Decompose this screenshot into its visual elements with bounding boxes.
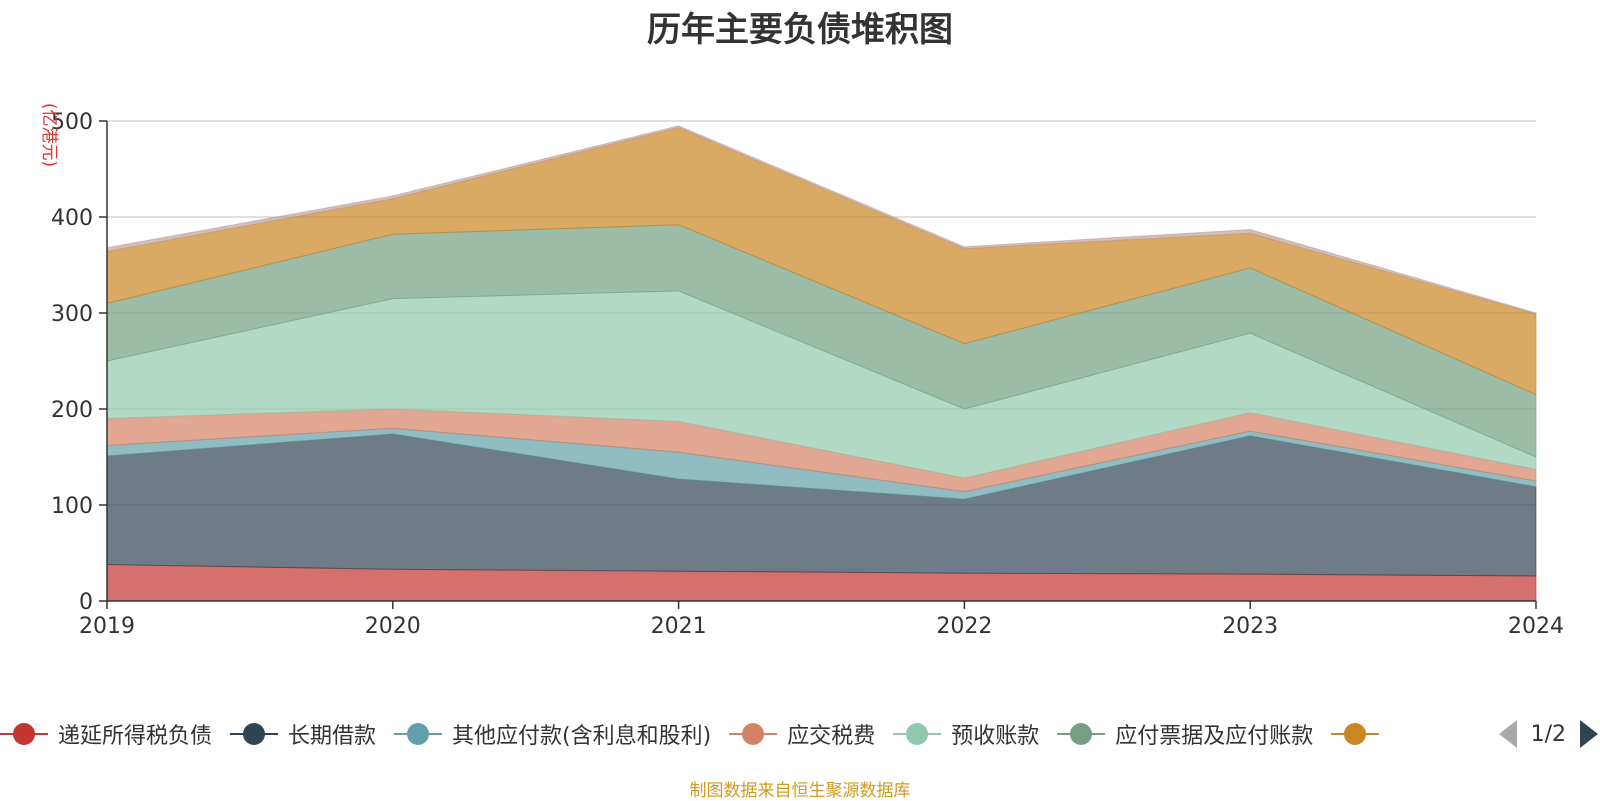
legend-label: 应交税费 (787, 724, 876, 749)
chart-title: 历年主要负债堆积图 (647, 10, 953, 50)
legend-label: 预收账款 (951, 724, 1040, 749)
legend-marker-icon (0, 722, 48, 746)
legend-label: 其他应付款(含利息和股利) (452, 724, 712, 749)
y-tick-label: 100 (51, 494, 93, 519)
legend-marker-icon (394, 722, 443, 746)
x-tick-label: 2022 (936, 614, 992, 639)
legend: 递延所得税负债 长期借款 其他应付款(含利息和股利) 应交税费 预收账款 应付票据及应付账… (0, 712, 1600, 756)
legend-page-indicator: 1/2 (1530, 721, 1566, 747)
legend-marker-icon (893, 722, 942, 746)
legend-next-page-icon[interactable] (1580, 720, 1598, 748)
data-source-note: 制图数据来自恒生聚源数据库 (689, 781, 911, 801)
legend-item[interactable]: 其他应付款(含利息和股利) (394, 718, 711, 750)
legend-item[interactable]: 预收账款 (893, 718, 1039, 750)
legend-marker-icon (230, 722, 279, 746)
legend-marker-icon (1331, 722, 1380, 746)
legend-label: 递延所得税负债 (58, 724, 213, 749)
legend-prev-page-icon[interactable] (1498, 720, 1517, 748)
area-series-8[interactable] (106, 125, 1537, 315)
y-tick-label: 0 (79, 590, 93, 615)
y-axis-unit-label: (亿港元) (39, 103, 59, 167)
legend-pager: 1/2 (1498, 712, 1600, 756)
y-tick-label: 200 (51, 398, 93, 423)
legend-item[interactable]: 长期借款 (230, 718, 376, 750)
legend-item[interactable] (1331, 722, 1389, 746)
x-tick-label: 2023 (1222, 614, 1278, 639)
x-tick-label: 2024 (1508, 614, 1564, 639)
legend-item[interactable]: 递延所得税负债 (0, 718, 212, 750)
legend-marker-icon (729, 722, 778, 746)
y-tick-label: 300 (51, 302, 93, 327)
area-series (106, 125, 1537, 602)
legend-item[interactable]: 应付票据及应付账款 (1057, 718, 1313, 750)
axes: 0 100 200 300 400 500 2019 2020 2021 2022 2023 2024 (51, 110, 1564, 639)
legend-marker-icon (1057, 722, 1106, 746)
legend-label: 长期借款 (288, 724, 377, 749)
x-tick-label: 2021 (651, 614, 707, 639)
y-tick-label: 400 (51, 206, 93, 231)
x-tick-label: 2020 (365, 614, 421, 639)
legend-label: 应付票据及应付账款 (1115, 724, 1314, 749)
legend-item[interactable]: 应交税费 (729, 718, 875, 750)
y-tick-label: 500 (51, 110, 93, 135)
x-tick-label: 2019 (79, 614, 135, 639)
